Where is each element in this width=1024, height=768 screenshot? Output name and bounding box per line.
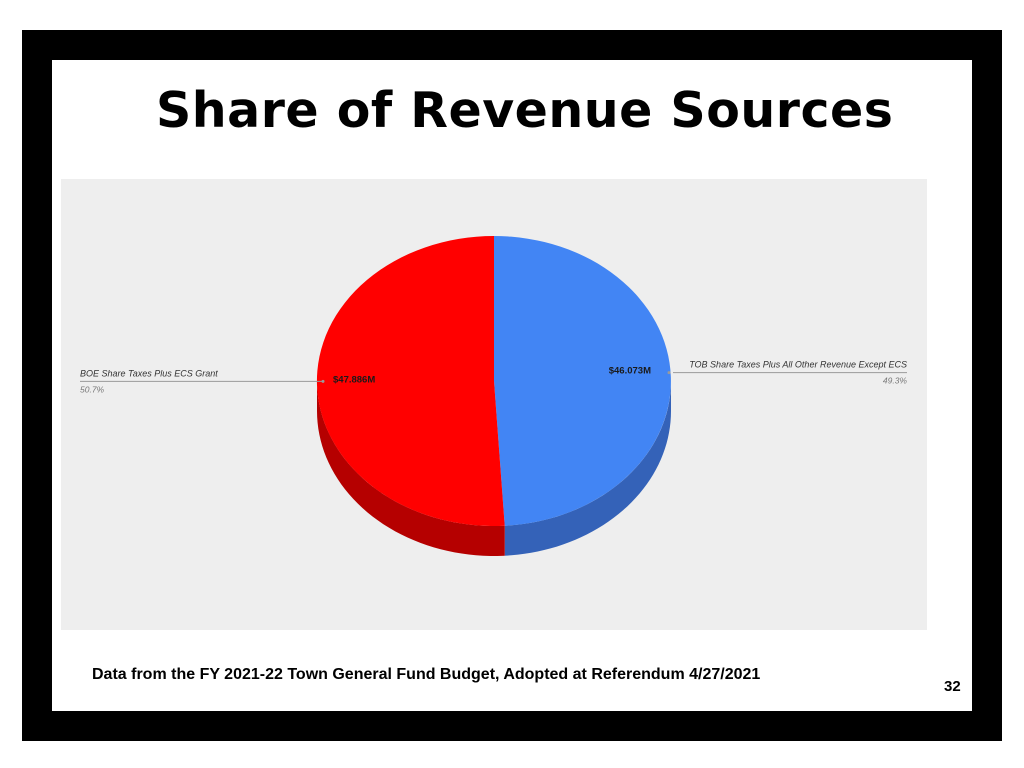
pie-chart: $46.073M TOB Share Taxes Plus All Other R…	[80, 235, 908, 556]
leader-dot-0	[667, 371, 671, 375]
page-number: 32	[944, 678, 961, 695]
leader-dot-1	[321, 379, 325, 383]
value-label-1: $47.886M	[333, 374, 375, 385]
pie-chart-panel: $46.073M TOB Share Taxes Plus All Other R…	[61, 179, 927, 630]
slice-label-0: TOB Share Taxes Plus All Other Revenue E…	[689, 360, 907, 370]
pie-slice-1	[316, 235, 505, 526]
pie-side-1	[317, 381, 505, 556]
pie-slice-0	[494, 236, 671, 526]
percent-label-1: 50.7%	[80, 384, 105, 394]
slice-label-1: BOE Share Taxes Plus ECS Grant	[80, 368, 218, 378]
pie-side-0	[504, 381, 671, 556]
percent-label-0: 49.3%	[883, 376, 908, 386]
slide-title: Share of Revenue Sources	[156, 82, 894, 139]
value-label-0: $46.073M	[609, 366, 651, 377]
source-footnote: Data from the FY 2021-22 Town General Fu…	[92, 666, 761, 683]
slide: Share of Revenue Sources $46.073M TOB Sha…	[52, 60, 972, 711]
